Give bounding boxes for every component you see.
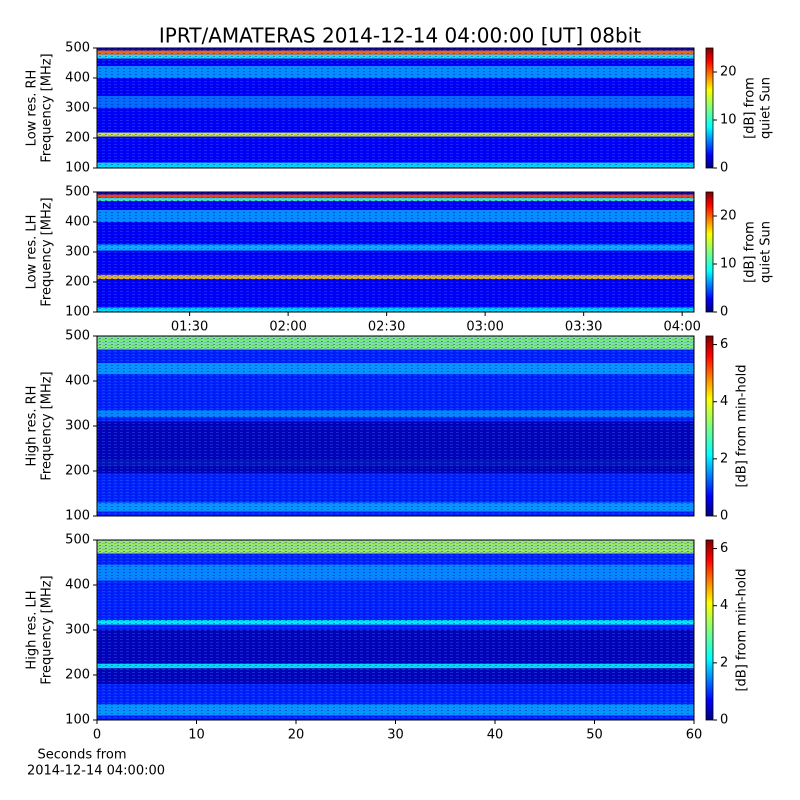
colorbar-tick-label: 10 xyxy=(720,257,737,272)
colorbar xyxy=(705,47,714,169)
y-tick-label: 500 xyxy=(65,533,90,548)
x-tick-label: 20 xyxy=(288,728,305,743)
y-tick-label: 500 xyxy=(65,185,90,200)
x-tick-label: 01:30 xyxy=(171,320,208,335)
x-tick-label: 0 xyxy=(93,728,101,743)
colorbar-tick-label: 0 xyxy=(720,713,728,728)
x-tick-label: 02:30 xyxy=(368,320,405,335)
colorbar-tick-label: 0 xyxy=(720,509,728,524)
y-tick-label: 400 xyxy=(65,215,90,230)
y-tick-label: 400 xyxy=(65,374,90,389)
colorbar-tick-label: 2 xyxy=(720,655,728,670)
x-tick-label: 02:00 xyxy=(269,320,306,335)
y-axis-label: Low res. LH xyxy=(25,215,40,290)
chart-title: IPRT/AMATERAS 2014-12-14 04:00:00 [UT] 0… xyxy=(159,24,641,48)
y-tick-label: 400 xyxy=(65,71,90,86)
texture xyxy=(97,540,694,720)
colorbar-tick-label: 0 xyxy=(720,305,728,320)
texture xyxy=(97,48,694,168)
colorbar-tick-label: 6 xyxy=(720,541,728,556)
y-tick-label: 300 xyxy=(65,245,90,260)
y-tick-label: 200 xyxy=(65,464,90,479)
y-tick-label: 500 xyxy=(65,41,90,56)
y-axis-label: Frequency [MHz] xyxy=(40,575,55,684)
y-axis-label: High res. RH xyxy=(25,386,40,467)
colorbar-label: [dB] from min-hold xyxy=(735,364,750,487)
y-axis-label: Low res. RH xyxy=(25,70,40,147)
colorbar-label: quiet Sun xyxy=(759,77,774,139)
y-tick-label: 300 xyxy=(65,101,90,116)
colorbar xyxy=(705,191,714,313)
colorbar-tick-label: 2 xyxy=(720,451,728,466)
y-tick-label: 200 xyxy=(65,275,90,290)
y-tick-label: 500 xyxy=(65,329,90,344)
y-tick-label: 300 xyxy=(65,623,90,638)
y-tick-label: 100 xyxy=(65,161,90,176)
y-tick-label: 300 xyxy=(65,419,90,434)
x-tick-label: 03:30 xyxy=(565,320,602,335)
x-tick-label: 04:00 xyxy=(663,320,700,335)
texture xyxy=(97,192,694,312)
colorbar-tick-label: 6 xyxy=(720,337,728,352)
colorbar-label: [dB] from xyxy=(743,77,758,139)
colorbar xyxy=(705,539,714,721)
colorbar-tick-label: 10 xyxy=(720,113,737,128)
colorbar-label: [dB] from min-hold xyxy=(735,568,750,691)
x-tick-label: 10 xyxy=(188,728,205,743)
colorbar-tick-label: 20 xyxy=(720,65,737,80)
y-tick-label: 200 xyxy=(65,131,90,146)
colorbar-tick-label: 4 xyxy=(720,598,728,613)
x-axis-label: 2014-12-14 04:00:00 xyxy=(27,764,165,779)
y-axis-label: Frequency [MHz] xyxy=(40,371,55,480)
colorbar-label: [dB] from xyxy=(743,221,758,283)
x-tick-label: 60 xyxy=(686,728,703,743)
y-tick-label: 400 xyxy=(65,578,90,593)
colorbar-tick-label: 4 xyxy=(720,394,728,409)
y-tick-label: 100 xyxy=(65,713,90,728)
x-tick-label: 03:00 xyxy=(466,320,503,335)
colorbar-tick-label: 20 xyxy=(720,209,737,224)
y-axis-label: Frequency [MHz] xyxy=(40,53,55,162)
y-axis-label: High res. LH xyxy=(25,590,40,669)
y-tick-label: 200 xyxy=(65,668,90,683)
y-tick-label: 100 xyxy=(65,305,90,320)
x-tick-label: 30 xyxy=(387,728,404,743)
x-axis-label: Seconds from xyxy=(37,748,126,763)
colorbar-label: quiet Sun xyxy=(759,221,774,283)
colorbar-tick-label: 0 xyxy=(720,161,728,176)
x-tick-label: 40 xyxy=(487,728,504,743)
y-axis-label: Frequency [MHz] xyxy=(40,197,55,306)
texture xyxy=(97,336,694,516)
x-tick-label: 50 xyxy=(586,728,603,743)
colorbar xyxy=(705,335,714,517)
y-tick-label: 100 xyxy=(65,509,90,524)
